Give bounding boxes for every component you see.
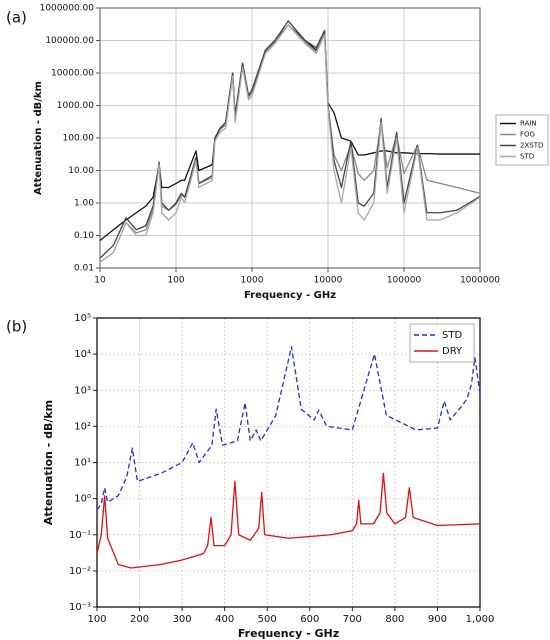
y-tick-label: 10.00 xyxy=(68,166,94,176)
x-tick-label: 600 xyxy=(300,614,319,625)
y-tick-label: 10³ xyxy=(74,385,91,396)
x-tick-label: 1,000 xyxy=(466,614,495,625)
x-tick-label: 800 xyxy=(385,614,404,625)
x-tick-label: 10 xyxy=(94,276,106,286)
legend-label: RAIN xyxy=(520,120,537,128)
legend-label: STD xyxy=(520,153,534,161)
y-tick-label: 1000000.00 xyxy=(40,4,95,14)
x-axis-title: Frequency - GHz xyxy=(244,290,336,301)
x-axis-title: Frequency - GHz xyxy=(238,627,339,640)
y-tick-label: 10⁻¹ xyxy=(69,530,91,541)
x-tick-label: 100 xyxy=(87,614,106,625)
legend-label: 2XSTD xyxy=(520,142,543,150)
series-line xyxy=(99,24,481,263)
x-tick-label: 100000 xyxy=(387,276,422,286)
x-tick-label: 700 xyxy=(343,614,362,625)
y-tick-label: 0.01 xyxy=(74,264,94,274)
chart: (a) 10 100 1000 10000 100000 1000000 0.01 0.10 1.… xyxy=(6,4,549,301)
panel-label: (b) xyxy=(6,318,27,336)
y-tick-label: 10⁻² xyxy=(69,566,91,577)
x-tick-label: 10000 xyxy=(314,276,343,286)
series-line xyxy=(96,472,481,569)
y-axis-title: Attenuation - dB/km xyxy=(33,81,44,195)
y-tick-label: 100.00 xyxy=(63,134,95,144)
legend-box xyxy=(409,323,475,363)
y-tick-label: 100000.00 xyxy=(45,36,94,46)
y-tick-label: 0.10 xyxy=(74,231,94,241)
chart: (b) 100 200 300 400 500 600 700 800 900 1,000 10⁻³ 1… xyxy=(6,313,494,640)
panel-label: (a) xyxy=(6,9,27,27)
y-tick-label: 10² xyxy=(74,421,91,432)
x-tick-label: 1000000 xyxy=(460,276,500,286)
y-tick-label: 10⁻³ xyxy=(69,602,91,613)
y-tick-label: 1.00 xyxy=(74,199,94,209)
series-line xyxy=(99,24,481,263)
x-tick-label: 900 xyxy=(428,614,447,625)
x-tick-label: 100 xyxy=(167,276,184,286)
legend-label: FOG xyxy=(520,131,535,139)
legend-label: STD xyxy=(442,330,462,341)
y-tick-label: 10⁵ xyxy=(74,313,91,324)
y-tick-label: 10¹ xyxy=(74,458,91,469)
y-axis-title: Attenuation - dB/km xyxy=(42,400,55,525)
x-tick-label: 1000 xyxy=(241,276,264,286)
y-tick-label: 10⁰ xyxy=(74,494,91,505)
x-tick-label: 200 xyxy=(130,614,149,625)
plot-frame xyxy=(99,7,481,269)
x-tick-label: 400 xyxy=(215,614,234,625)
x-tick-label: 300 xyxy=(173,614,192,625)
plot-frame xyxy=(96,317,481,608)
y-tick-label: 1000.00 xyxy=(57,101,94,111)
y-tick-label: 10⁴ xyxy=(74,349,91,360)
y-tick-label: 10000.00 xyxy=(51,69,94,79)
series-line xyxy=(96,346,481,510)
legend-label: DRY xyxy=(442,346,463,357)
x-tick-label: 500 xyxy=(258,614,277,625)
